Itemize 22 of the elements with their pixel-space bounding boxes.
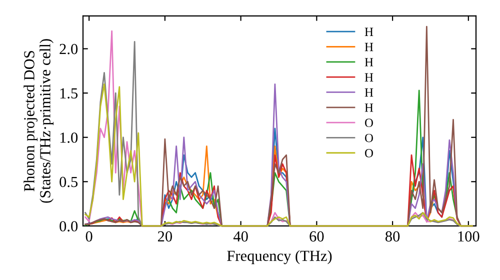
y-tick-label: 0.0 (60, 221, 78, 232)
y-tick-label: 1.0 (60, 132, 78, 143)
y-tick-label: 0.5 (60, 176, 78, 188)
legend-label: O (364, 118, 373, 128)
legend-label: H (364, 58, 374, 66)
x-tick-label: 40 (233, 231, 248, 242)
x-tick-label: 80 (385, 231, 400, 242)
y-tick-label: 2.0 (60, 44, 78, 54)
legend-label: H (364, 28, 374, 36)
x-tick-label: 100 (458, 231, 480, 242)
legend-label: H (364, 42, 374, 52)
legend-label: O (364, 148, 373, 158)
legend-label: H (364, 73, 374, 82)
legend-label: H (364, 104, 374, 112)
x-tick-label: 60 (310, 231, 324, 242)
legend-label: O (364, 134, 373, 142)
y-tick-label: 1.5 (60, 88, 78, 99)
x-axis-title: Frequency (THz) (227, 250, 332, 264)
legend-label: H (364, 88, 374, 97)
x-tick-label: 20 (158, 231, 172, 242)
x-tick-label: 0 (86, 231, 92, 242)
y-axis-title: Phonon projected DOS (States/THz·primitive cell) (24, 39, 54, 203)
